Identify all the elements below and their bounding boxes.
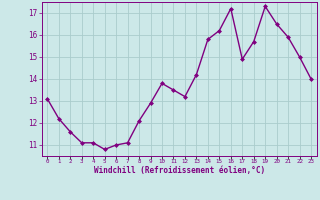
X-axis label: Windchill (Refroidissement éolien,°C): Windchill (Refroidissement éolien,°C) bbox=[94, 166, 265, 175]
